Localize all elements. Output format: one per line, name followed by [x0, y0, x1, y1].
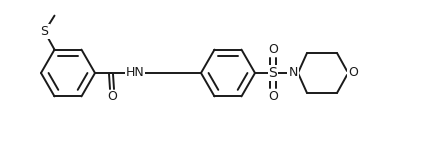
Text: O: O	[267, 44, 277, 57]
Text: O: O	[267, 90, 277, 102]
Text: S: S	[268, 66, 277, 80]
Text: O: O	[347, 66, 357, 80]
Text: S: S	[40, 25, 49, 38]
Text: HN: HN	[125, 66, 144, 80]
Text: N: N	[288, 66, 297, 80]
Text: O: O	[107, 90, 117, 104]
